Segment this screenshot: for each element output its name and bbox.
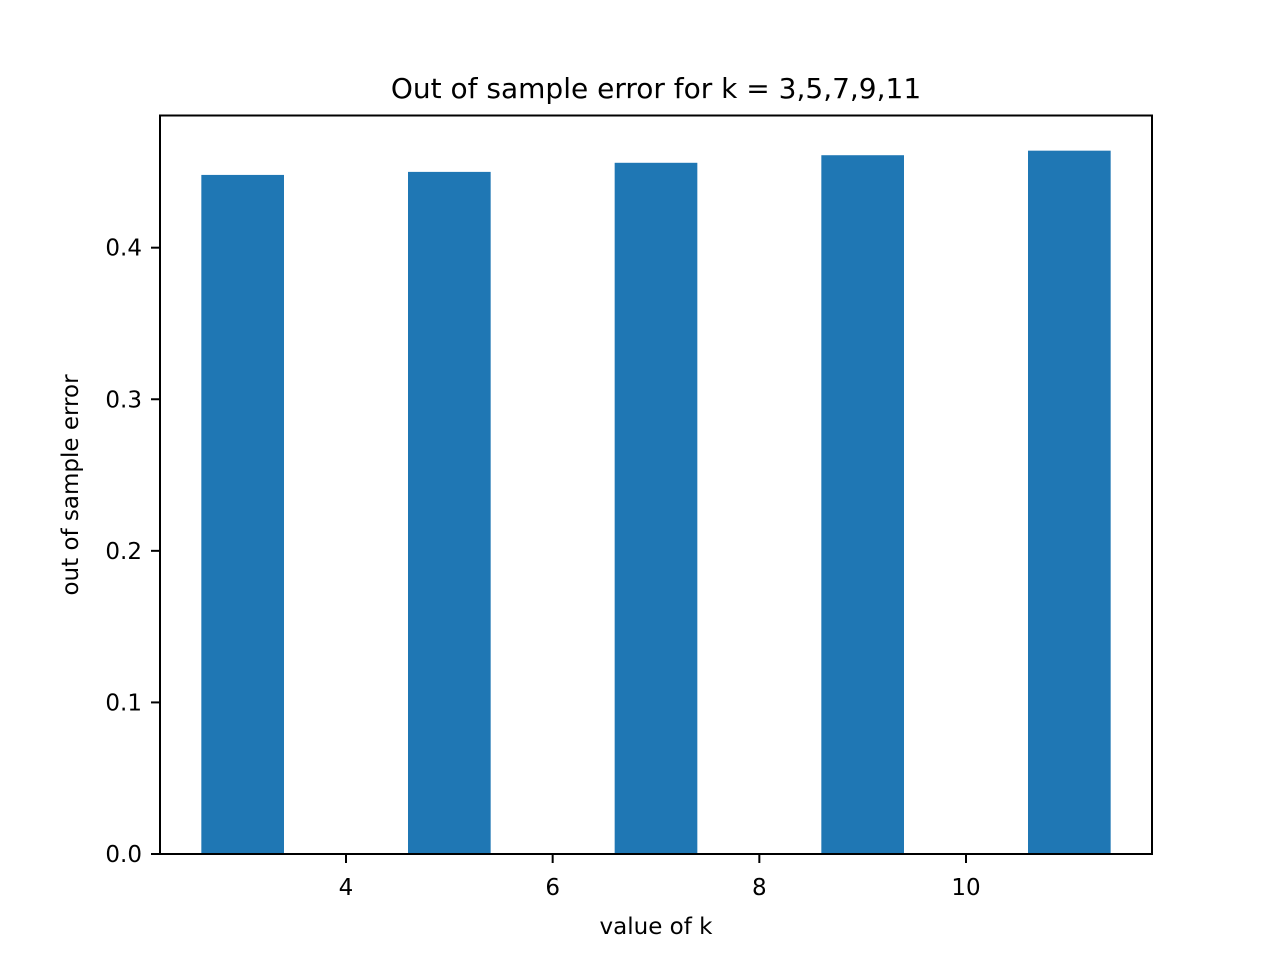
y-tick-label: 0.1 [105, 690, 142, 716]
x-tick-label: 10 [951, 875, 980, 901]
y-tick-label: 0.2 [105, 539, 142, 565]
y-tick-label: 0.4 [105, 236, 142, 262]
bar-k-5 [408, 172, 491, 854]
x-tick-label: 4 [339, 875, 354, 901]
bar-k-7 [615, 163, 698, 854]
x-tick-label: 8 [752, 875, 767, 901]
bar-k-3 [201, 175, 284, 854]
bar-k-11 [1028, 151, 1111, 854]
x-axis-label: value of k [600, 914, 714, 940]
chart-title: Out of sample error for k = 3,5,7,9,11 [391, 72, 921, 105]
y-axis-label: out of sample error [58, 374, 84, 596]
y-tick-label: 0.3 [105, 387, 142, 413]
y-tick-label: 0.0 [105, 842, 142, 868]
bar-k-9 [821, 155, 904, 854]
x-tick-label: 6 [545, 875, 560, 901]
